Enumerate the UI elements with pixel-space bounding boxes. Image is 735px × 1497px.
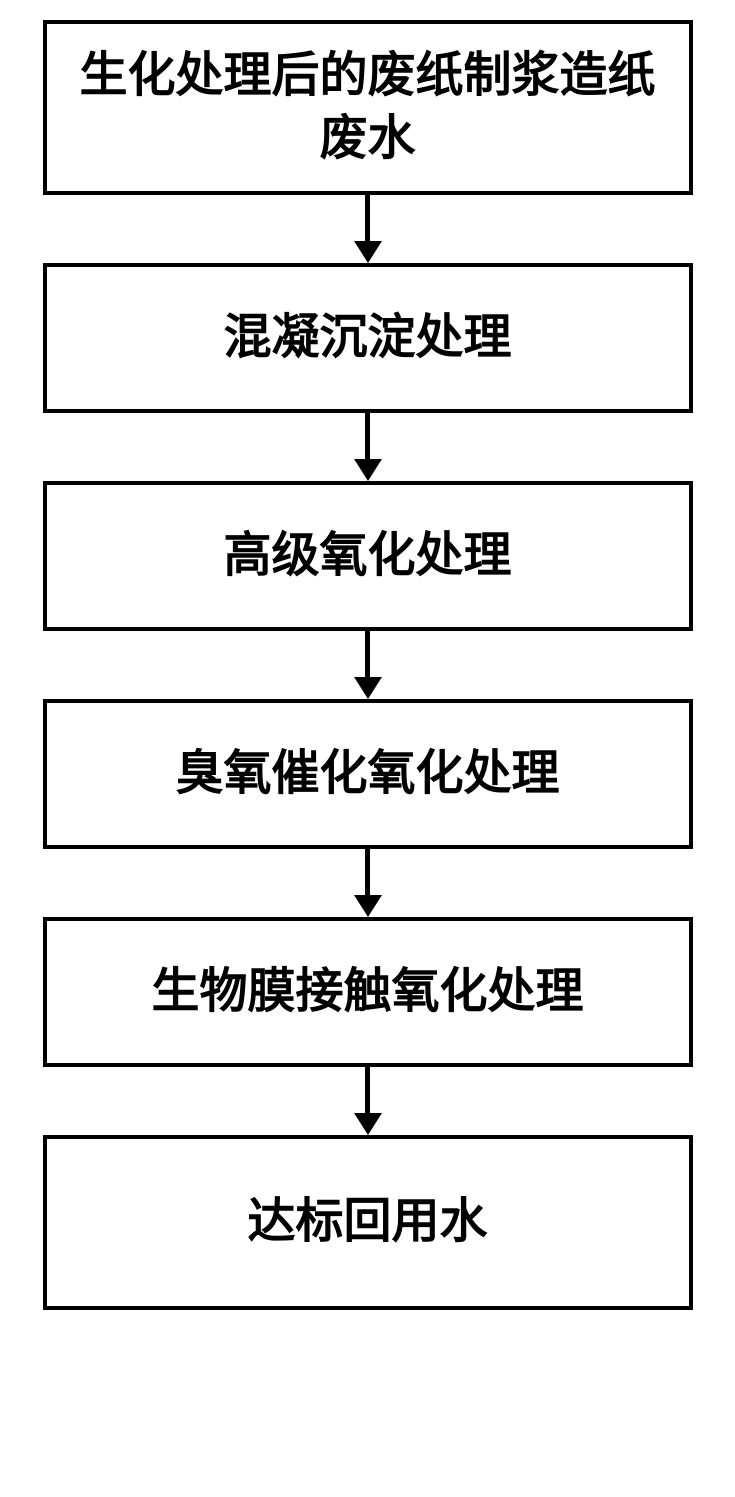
arrow-head-icon bbox=[354, 1113, 382, 1135]
node-label: 生化处理后的废纸制浆造纸废水 bbox=[57, 45, 679, 170]
flowchart-arrow bbox=[354, 849, 382, 917]
node-label: 混凝沉淀处理 bbox=[223, 307, 511, 369]
arrow-line bbox=[365, 195, 370, 241]
flowchart-node-step5: 生物膜接触氧化处理 bbox=[43, 917, 693, 1067]
node-label: 生物膜接触氧化处理 bbox=[151, 961, 583, 1023]
flowchart-node-step1: 生化处理后的废纸制浆造纸废水 bbox=[43, 20, 693, 195]
arrow-head-icon bbox=[354, 895, 382, 917]
flowchart-arrow bbox=[354, 1067, 382, 1135]
arrow-line bbox=[365, 413, 370, 459]
flowchart-node-step6: 达标回用水 bbox=[43, 1135, 693, 1310]
arrow-head-icon bbox=[354, 677, 382, 699]
arrow-line bbox=[365, 849, 370, 895]
node-label: 臭氧催化氧化处理 bbox=[175, 743, 559, 805]
flowchart-arrow bbox=[354, 413, 382, 481]
arrow-head-icon bbox=[354, 459, 382, 481]
flowchart-arrow bbox=[354, 195, 382, 263]
arrow-line bbox=[365, 1067, 370, 1113]
flowchart-container: 生化处理后的废纸制浆造纸废水 混凝沉淀处理 高级氧化处理 臭氧催化氧化处理 生物… bbox=[43, 20, 693, 1310]
arrow-line bbox=[365, 631, 370, 677]
flowchart-arrow bbox=[354, 631, 382, 699]
flowchart-node-step4: 臭氧催化氧化处理 bbox=[43, 699, 693, 849]
node-label: 高级氧化处理 bbox=[223, 525, 511, 587]
flowchart-node-step2: 混凝沉淀处理 bbox=[43, 263, 693, 413]
arrow-head-icon bbox=[354, 241, 382, 263]
node-label: 达标回用水 bbox=[247, 1191, 487, 1253]
flowchart-node-step3: 高级氧化处理 bbox=[43, 481, 693, 631]
